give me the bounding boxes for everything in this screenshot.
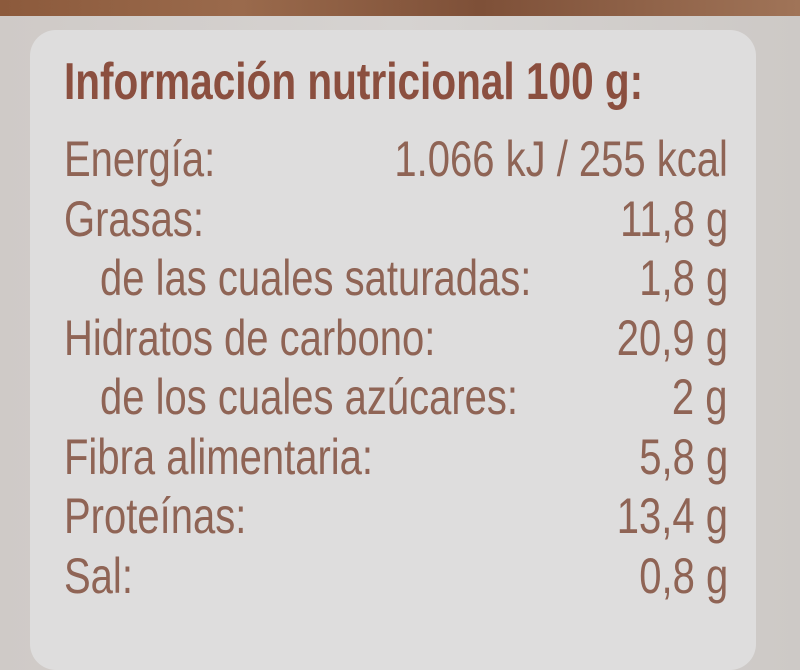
nutrient-value: 11,8 g <box>619 190 728 247</box>
nutrient-label: Proteínas: <box>64 488 247 544</box>
nutrition-row: Energía: 1.066 kJ / 255 kcal <box>0 130 800 190</box>
nutrient-label: de los cuales azúcares: <box>100 369 519 425</box>
nutrition-row: Hidratos de carbono: 20,9 g <box>0 309 800 369</box>
package-edge <box>0 0 800 16</box>
nutrition-row: Sal: 0,8 g <box>0 547 800 607</box>
nutrient-value: 13,4 g <box>616 488 728 544</box>
nutrient-value: 0,8 g <box>639 547 728 604</box>
nutrient-value: 2 g <box>672 369 728 425</box>
nutrition-panel <box>30 30 756 670</box>
nutrient-label: Hidratos de carbono: <box>64 309 436 366</box>
nutrition-title: Información nutricional 100 g: <box>64 53 644 111</box>
nutrition-row: Grasas: 11,8 g <box>0 190 800 250</box>
nutrient-value: 20,9 g <box>616 309 728 366</box>
nutrient-value: 1,8 g <box>639 250 728 306</box>
nutrition-row: de los cuales azúcares: 2 g <box>0 368 800 428</box>
nutrient-value: 5,8 g <box>639 428 728 485</box>
nutrient-label: Fibra alimentaria: <box>64 428 374 485</box>
nutrition-row: de las cuales saturadas: 1,8 g <box>0 249 800 309</box>
nutrient-label: Sal: <box>64 547 133 604</box>
nutrient-label: Grasas: <box>64 190 205 247</box>
nutrient-label: Energía: <box>64 131 216 187</box>
nutrient-label: de las cuales saturadas: <box>100 250 532 306</box>
nutrition-row: Fibra alimentaria: 5,8 g <box>0 428 800 488</box>
nutrient-value: 1.066 kJ / 255 kcal <box>394 131 728 187</box>
nutrition-row: Proteínas: 13,4 g <box>0 487 800 547</box>
